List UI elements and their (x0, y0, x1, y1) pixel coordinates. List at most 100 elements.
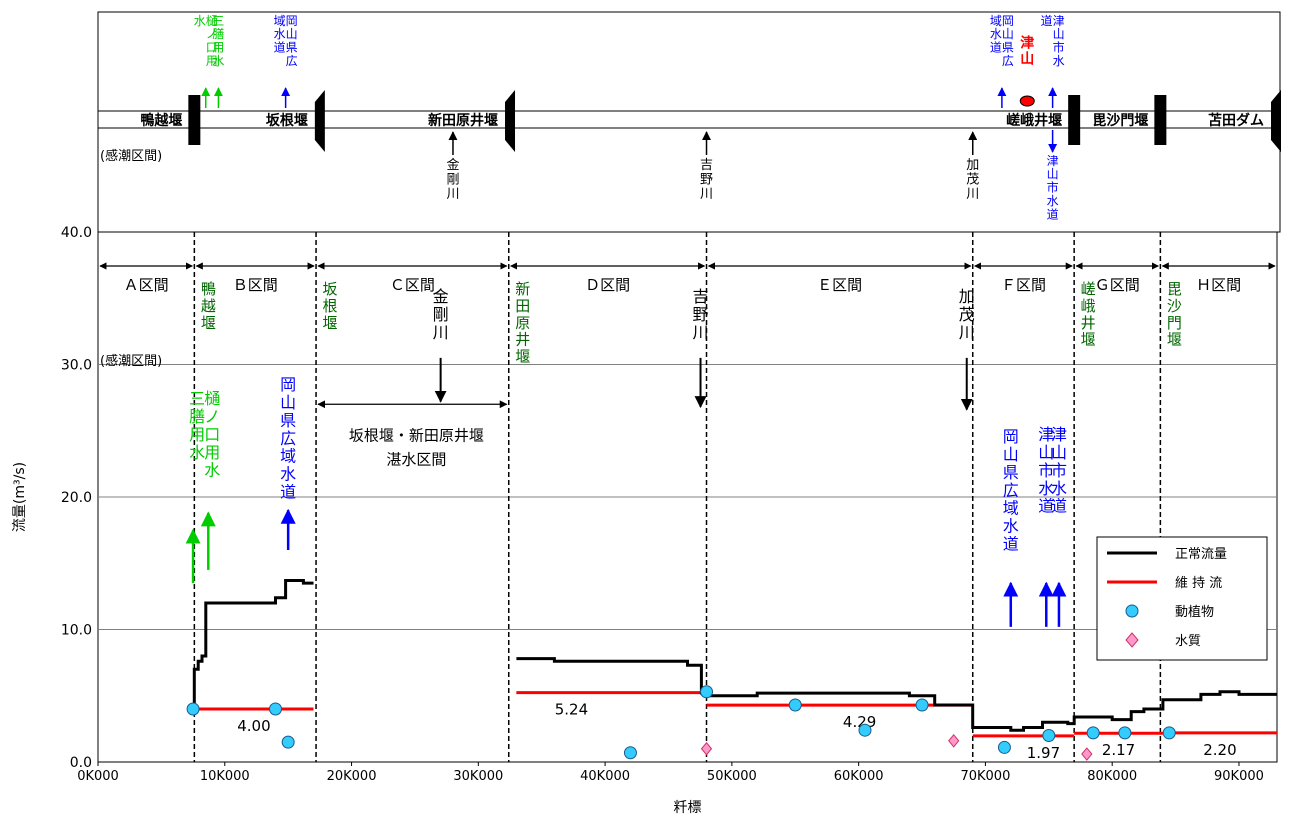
intake-label-char: ノ (204, 407, 220, 426)
intake-label-char: 山 (1038, 443, 1054, 462)
biota-point (1162, 726, 1176, 740)
schematic-intake-label-char: 水 (194, 14, 206, 28)
maintenance-flow-label: 2.17 (1102, 741, 1135, 759)
legend-label: 動植物 (1175, 605, 1214, 620)
weir-label-char: 堰 (201, 314, 216, 332)
maintenance-flow-label: 2.20 (1203, 741, 1236, 759)
x-tick-label: 80K000 (1087, 769, 1137, 784)
weir-label-char: 堰 (515, 347, 530, 365)
intake-label-char: 用 (204, 443, 220, 462)
schematic-tributary-label-char: 加 (966, 158, 979, 173)
tributary-label-char: 吉 (693, 287, 709, 306)
y-axis-title: 流量(m³/s) (12, 462, 28, 532)
weir-label-char: 田 (515, 297, 530, 315)
intake-label-char: 岡 (1003, 427, 1019, 446)
schematic-intake-label-char: 山 (286, 27, 298, 41)
intake-label-char: 水 (1051, 479, 1067, 498)
city-marker (1019, 95, 1035, 107)
biota-point (700, 685, 714, 699)
x-tick-label: 40K000 (580, 769, 630, 784)
intake-label-char: 道 (1003, 535, 1019, 554)
city-label: 津山 (1020, 35, 1034, 68)
intake-label-char: 膳 (189, 407, 205, 426)
schematic-intake-label: 道 (1041, 14, 1053, 28)
intake-label-char: 道 (1051, 497, 1067, 516)
schematic-weir (505, 90, 516, 152)
water-quality-point (700, 741, 713, 756)
tributary-label-char: 茂 (959, 305, 975, 324)
intake-label-char: 用 (189, 425, 205, 444)
schematic-intake-label: 域水道 (274, 14, 286, 55)
section-label: Ｂ区間 (233, 276, 278, 294)
x-tick-label: 50K000 (707, 769, 757, 784)
biota-point (281, 735, 295, 749)
weir-label: 坂根堰 (323, 280, 338, 332)
schematic-tributary-label: 金剛川 (446, 157, 459, 202)
schematic-weir (314, 90, 325, 152)
intake-label-char: 広 (280, 429, 296, 448)
tributary-label: 吉野川 (693, 287, 709, 342)
water-quality-point (1081, 747, 1093, 761)
schematic-intake-label-char: 山 (1053, 27, 1065, 41)
weir-label-char: 井 (1081, 314, 1096, 332)
schematic-intake-label-char: 広 (286, 54, 298, 68)
normal-flow-line (192, 579, 314, 709)
city-label-char: 津 (1020, 35, 1034, 52)
intake-label-char: 津 (1051, 425, 1067, 444)
biota-point (858, 723, 872, 737)
schematic-tributary-label-char: 川 (700, 187, 713, 202)
schematic-intake-label-char: 域 (990, 14, 1002, 28)
schematic-intake-label-char: 水 (990, 27, 1002, 41)
schematic-weir (1154, 95, 1167, 145)
weir-label-char: 原 (515, 314, 530, 332)
stagnant-label-2: 湛水区間 (386, 450, 446, 468)
weir-label-char: 新 (515, 280, 530, 298)
weir-label-char: 堰 (1167, 331, 1182, 349)
intake-label-char: 樋 (204, 389, 220, 408)
schematic-intake-label-char: 市 (1053, 40, 1065, 55)
schematic-intake-label-char: 水 (274, 27, 286, 41)
tributary-label-char: 野 (693, 305, 709, 324)
legend-swatch (1125, 604, 1139, 618)
schematic-intake-label-char: 山 (1002, 27, 1014, 41)
intake-label-char: 津 (1038, 425, 1054, 444)
intake-label-char: 域 (1003, 499, 1019, 518)
schematic-intake-label-char: ノ (206, 27, 218, 41)
intake-label-char: 水 (280, 465, 296, 484)
y-tick-label: 0.0 (70, 755, 92, 771)
weir-label-char: 越 (201, 297, 216, 315)
schematic-weir-label: 鴨越堰 (140, 112, 182, 129)
schematic-intake-label-char: 域 (274, 14, 286, 28)
schematic-intake-label-char: 用 (206, 54, 218, 68)
weir-label-char: 沙 (1167, 297, 1182, 315)
schematic-intake-label-char: 道 (274, 41, 286, 55)
schematic-weir-label: 嵯峨井堰 (1006, 112, 1062, 129)
intake-label-char: 山 (1051, 443, 1067, 462)
schematic-weir-label: 坂根堰 (266, 112, 308, 129)
schematic-intake-label: 水 (194, 14, 206, 28)
schematic-intake-down-label-char: 道 (1047, 208, 1059, 222)
weir-label-char: 根 (323, 297, 338, 315)
weir-label-char: 毘 (1167, 280, 1182, 298)
intake-label-char: 県 (1003, 463, 1019, 482)
weir-label-char: 堰 (323, 314, 338, 332)
schematic-tributary-label-char: 野 (700, 172, 713, 187)
x-axis-title: 粁標 (674, 800, 702, 816)
schematic-intake-label-char: 県 (286, 41, 298, 55)
schematic-tributary-label-char: 川 (966, 187, 979, 202)
x-tick-label: 10K000 (200, 769, 250, 784)
intake-label-char: 山 (1003, 445, 1019, 464)
schematic-intake-label-char: 用 (212, 41, 224, 55)
intake-label-char: 広 (1003, 481, 1019, 500)
tidal-label: (感潮区間) (100, 353, 162, 369)
tributary-label-char: 川 (693, 323, 709, 342)
tributary-label: 加茂川 (959, 287, 975, 342)
intake-label-char: 山 (280, 393, 296, 412)
schematic-intake-label-char: 岡 (1002, 14, 1014, 28)
y-tick-label: 10.0 (61, 623, 92, 639)
intake-label-char: 水 (189, 443, 205, 462)
legend-label: 維 持 流 (1175, 576, 1222, 591)
x-tick-label: 90K000 (1214, 769, 1264, 784)
